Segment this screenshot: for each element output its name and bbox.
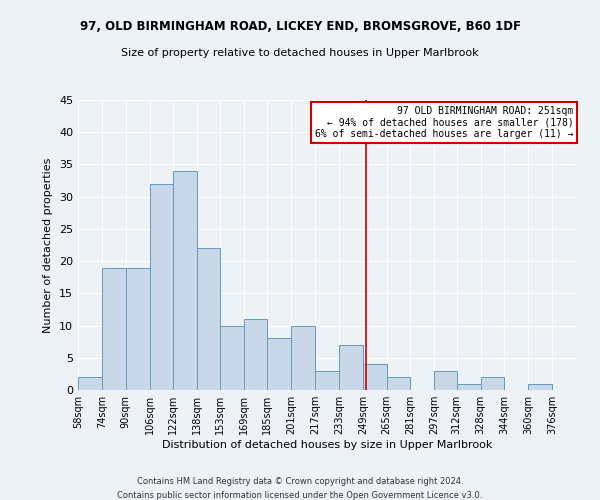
Bar — [102, 268, 126, 390]
Bar — [457, 384, 481, 390]
Bar — [173, 171, 197, 390]
Bar — [78, 377, 102, 390]
Text: 97 OLD BIRMINGHAM ROAD: 251sqm
← 94% of detached houses are smaller (178)
6% of : 97 OLD BIRMINGHAM ROAD: 251sqm ← 94% of … — [315, 106, 574, 139]
Bar — [339, 345, 363, 390]
Bar — [386, 377, 410, 390]
Bar — [268, 338, 291, 390]
Bar — [481, 377, 505, 390]
Bar — [434, 370, 457, 390]
Bar — [149, 184, 173, 390]
Y-axis label: Number of detached properties: Number of detached properties — [43, 158, 53, 332]
Bar — [363, 364, 386, 390]
Text: Contains public sector information licensed under the Open Government Licence v3: Contains public sector information licen… — [118, 491, 482, 500]
Bar — [315, 370, 339, 390]
Bar — [126, 268, 149, 390]
Text: 97, OLD BIRMINGHAM ROAD, LICKEY END, BROMSGROVE, B60 1DF: 97, OLD BIRMINGHAM ROAD, LICKEY END, BRO… — [79, 20, 521, 33]
Bar — [220, 326, 244, 390]
Text: Contains HM Land Registry data © Crown copyright and database right 2024.: Contains HM Land Registry data © Crown c… — [137, 478, 463, 486]
Bar — [291, 326, 315, 390]
Bar — [197, 248, 220, 390]
Bar — [244, 319, 268, 390]
Text: Size of property relative to detached houses in Upper Marlbrook: Size of property relative to detached ho… — [121, 48, 479, 58]
Bar — [528, 384, 552, 390]
X-axis label: Distribution of detached houses by size in Upper Marlbrook: Distribution of detached houses by size … — [162, 440, 492, 450]
